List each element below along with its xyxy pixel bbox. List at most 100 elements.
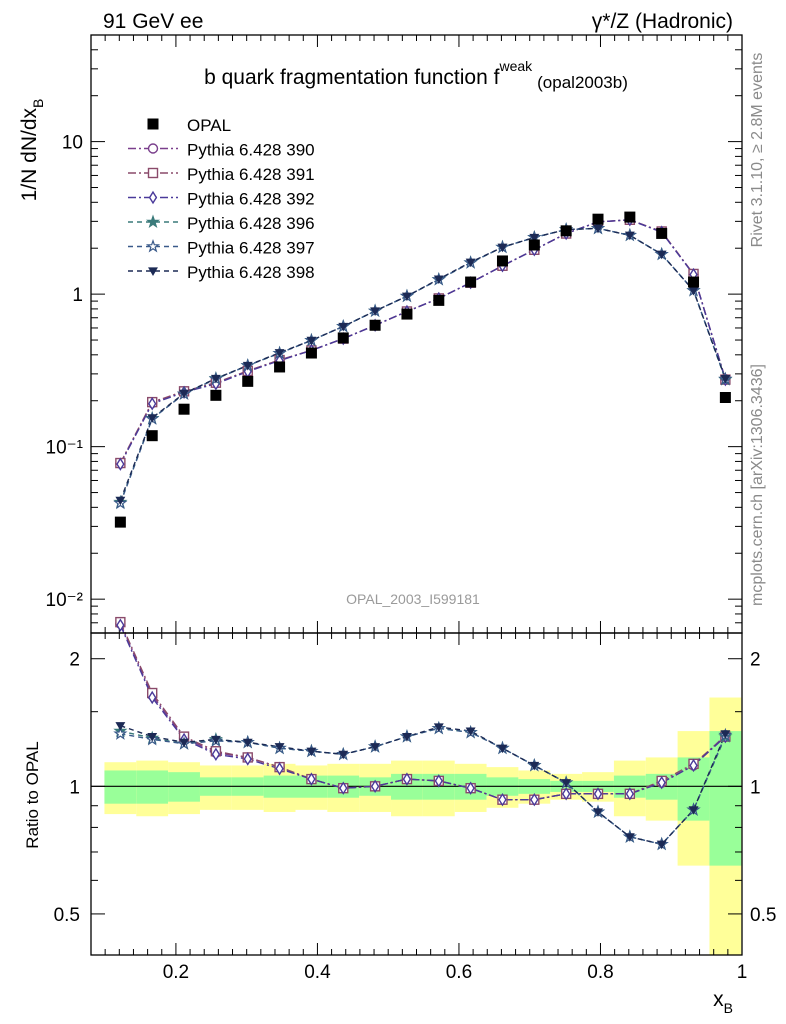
y-tick-label-0: 10⁻² bbox=[46, 590, 84, 611]
series-5-point-2 bbox=[179, 389, 190, 399]
series-5-ratio-point-17 bbox=[656, 840, 667, 850]
series-5-ratio-point-9 bbox=[401, 733, 412, 742]
series-5-ratio-point-10 bbox=[433, 723, 444, 732]
opal-point-14 bbox=[560, 225, 572, 237]
x-tick-label-4: 1 bbox=[737, 962, 748, 983]
legend-marker-1 bbox=[147, 167, 159, 179]
legend-marker-4 bbox=[145, 239, 161, 253]
opal-point-2 bbox=[178, 403, 190, 415]
opal-point-10 bbox=[433, 294, 445, 306]
series-5-point-6 bbox=[306, 336, 317, 346]
legend-marker-2 bbox=[148, 190, 158, 205]
series-5-point-15 bbox=[593, 224, 603, 234]
series-2-ratio-point-9 bbox=[402, 772, 412, 786]
chart-title-main: b quark fragmentation function f bbox=[204, 66, 500, 89]
series-5-ratio-point-8 bbox=[370, 743, 381, 752]
opal-point-7 bbox=[337, 332, 349, 344]
series-5-ratio-point-14 bbox=[561, 779, 572, 788]
opal-point-8 bbox=[369, 319, 381, 331]
legend-marker-5 bbox=[148, 267, 158, 276]
legend-label-opal: OPAL bbox=[187, 116, 231, 135]
series-5-point-13 bbox=[529, 233, 540, 243]
series-5-point-17 bbox=[656, 250, 667, 260]
y-tick-label-2: 1 bbox=[72, 285, 83, 306]
x-tick-label-1: 0.4 bbox=[304, 962, 331, 983]
series-5-ratio-point-4 bbox=[242, 738, 253, 748]
series-5-point-8 bbox=[370, 307, 381, 316]
series-5-ratio-point-19 bbox=[720, 730, 731, 739]
opal-point-16 bbox=[624, 211, 636, 223]
series-5-point-5 bbox=[274, 349, 285, 358]
x-tick-label-2: 0.6 bbox=[446, 962, 472, 983]
x-axis-label: xB bbox=[713, 988, 733, 1016]
opal-point-4 bbox=[242, 375, 254, 387]
x-axis-label-sub: B bbox=[724, 1000, 733, 1016]
series-2-ratio-point-4 bbox=[243, 752, 252, 766]
series-2-ratio-point-14 bbox=[561, 787, 571, 801]
series-5-point-0 bbox=[115, 496, 126, 506]
series-2-ratio-point-17 bbox=[657, 775, 666, 790]
x-tick-label-0: 0.2 bbox=[163, 962, 189, 983]
ratio-tick-label-left-0: 0.5 bbox=[54, 905, 80, 926]
opal-point-12 bbox=[496, 255, 508, 267]
series-5-point-4 bbox=[242, 361, 253, 371]
series-2-ratio-point-13 bbox=[530, 792, 539, 807]
opal-point-1 bbox=[146, 430, 158, 442]
legend-marker-opal bbox=[147, 118, 159, 130]
opal-point-0 bbox=[114, 516, 126, 528]
series-5-point-3 bbox=[210, 374, 221, 384]
series-2-point-1 bbox=[148, 397, 157, 411]
series-2-ratio-point-11 bbox=[466, 781, 475, 795]
series-5-ratio-point-15 bbox=[593, 808, 603, 817]
ratio-tick-label-left-2: 2 bbox=[69, 650, 80, 671]
legend-marker-0 bbox=[147, 143, 159, 154]
y-tick-label-1: 10⁻¹ bbox=[46, 438, 84, 459]
series-5-point-16 bbox=[624, 231, 635, 241]
y-axis-label-sub: B bbox=[30, 99, 46, 108]
series-5-point-9 bbox=[401, 292, 412, 302]
opal-point-19 bbox=[719, 392, 731, 404]
series-2-ratio-point-16 bbox=[625, 787, 635, 801]
x-axis-label-main: x bbox=[713, 988, 724, 1011]
ratio-tick-label-left-1: 1 bbox=[69, 777, 80, 798]
series-line-ratio-2 bbox=[119, 624, 726, 801]
series-5-point-10 bbox=[433, 275, 444, 284]
opal-point-15 bbox=[592, 213, 604, 225]
ratio-tick-label-right-2: 2 bbox=[750, 650, 761, 671]
legend-label-0: Pythia 6.428 390 bbox=[187, 141, 315, 160]
legend-label-5: Pythia 6.428 398 bbox=[187, 263, 315, 282]
y-axis-label: 1/N dN/dxB bbox=[18, 99, 46, 202]
legend-label-4: Pythia 6.428 397 bbox=[187, 239, 315, 258]
ratio-tick-label-right-0: 0.5 bbox=[750, 905, 776, 926]
series-5-ratio-point-6 bbox=[306, 747, 317, 757]
opal-point-17 bbox=[656, 227, 668, 239]
y-axis-label-main: 1/N dN/dx bbox=[18, 107, 41, 201]
analysis-watermark: OPAL_2003_I599181 bbox=[346, 591, 480, 607]
series-2-ratio-point-1 bbox=[148, 690, 157, 705]
series-2-ratio-point-18 bbox=[689, 758, 698, 773]
series-4-ratio-point-0 bbox=[113, 726, 128, 740]
series-5-point-7 bbox=[338, 322, 349, 332]
svg-text:1/N dN/dxB: 1/N dN/dxB bbox=[18, 99, 46, 202]
band-inner-1 bbox=[136, 770, 169, 804]
opal-point-11 bbox=[465, 276, 477, 288]
opal-point-5 bbox=[274, 361, 286, 373]
opal-point-9 bbox=[401, 308, 413, 320]
band-inner-19 bbox=[709, 731, 742, 866]
series-5-point-18 bbox=[688, 286, 699, 296]
ratio-tick-label-right-1: 1 bbox=[750, 777, 761, 798]
series-5-ratio-point-0 bbox=[115, 722, 126, 731]
series-5-ratio-point-1 bbox=[147, 733, 158, 742]
chart-title-sup: weak bbox=[498, 58, 533, 74]
series-5-point-12 bbox=[497, 243, 508, 253]
series-5-ratio-point-12 bbox=[497, 744, 508, 754]
series-5-ratio-point-7 bbox=[338, 750, 349, 760]
chart-title: b quark fragmentation function fweak(opa… bbox=[204, 58, 628, 92]
chart-title-suffix: (opal2003b) bbox=[537, 73, 628, 92]
series-2-ratio-point-5 bbox=[275, 762, 284, 776]
legend-label-1: Pythia 6.428 391 bbox=[187, 165, 315, 184]
series-5-ratio-point-11 bbox=[465, 727, 476, 737]
series-2-ratio-point-12 bbox=[498, 792, 507, 807]
series-2-ratio-point-10 bbox=[434, 774, 443, 788]
